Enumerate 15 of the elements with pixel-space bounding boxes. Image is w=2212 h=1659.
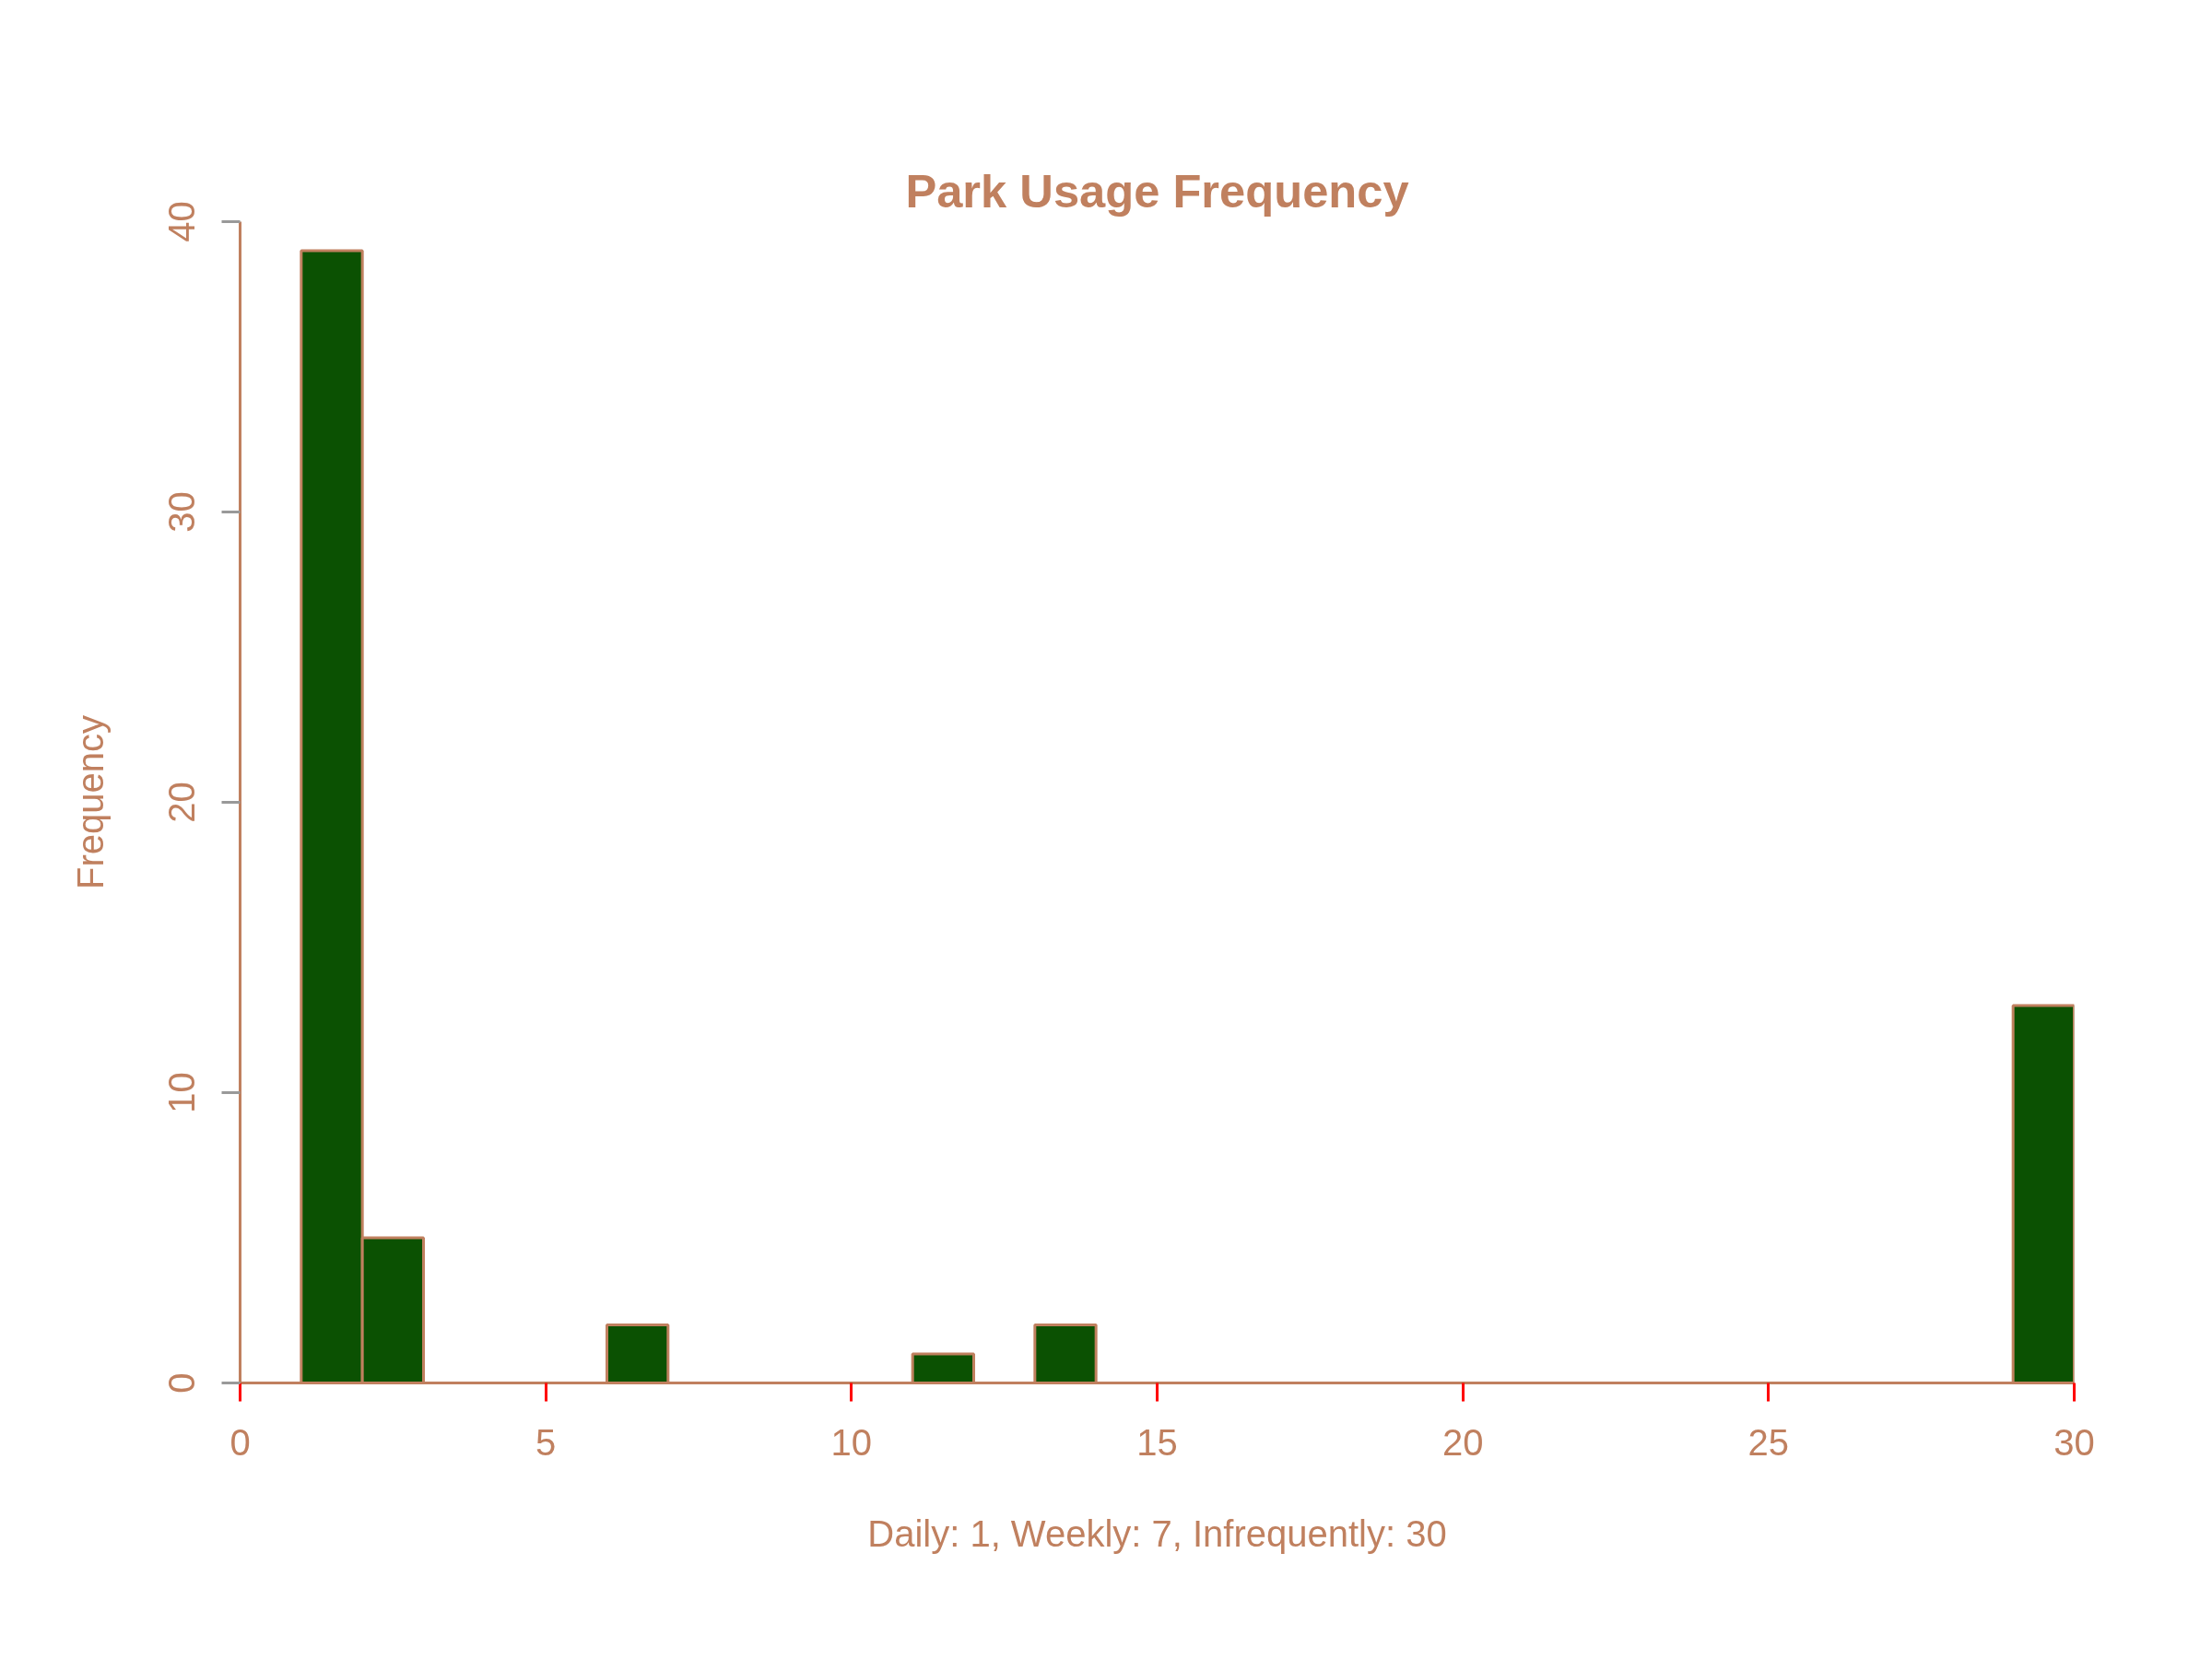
x-tick-label: 10 [830, 1421, 873, 1463]
x-axis-title: Daily: 1, Weekly: 7, Infrequently: 30 [867, 1512, 1447, 1554]
y-tick-label: 20 [160, 782, 202, 823]
y-tick-label: 10 [160, 1072, 202, 1113]
x-tick-label: 30 [2053, 1421, 2095, 1463]
x-tick-label: 25 [1747, 1421, 1790, 1463]
chart-title: Park Usage Frequency [905, 164, 1409, 218]
x-tick-label: 20 [1441, 1421, 1484, 1463]
y-axis-title: Frequency [69, 715, 111, 889]
y-tick-label: 40 [160, 201, 202, 242]
x-tick-label: 5 [535, 1421, 557, 1463]
x-tick-label: 0 [229, 1421, 251, 1463]
y-tick-label: 0 [160, 1372, 202, 1394]
y-tick-label: 30 [160, 491, 202, 533]
x-tick-label: 15 [1136, 1421, 1178, 1463]
